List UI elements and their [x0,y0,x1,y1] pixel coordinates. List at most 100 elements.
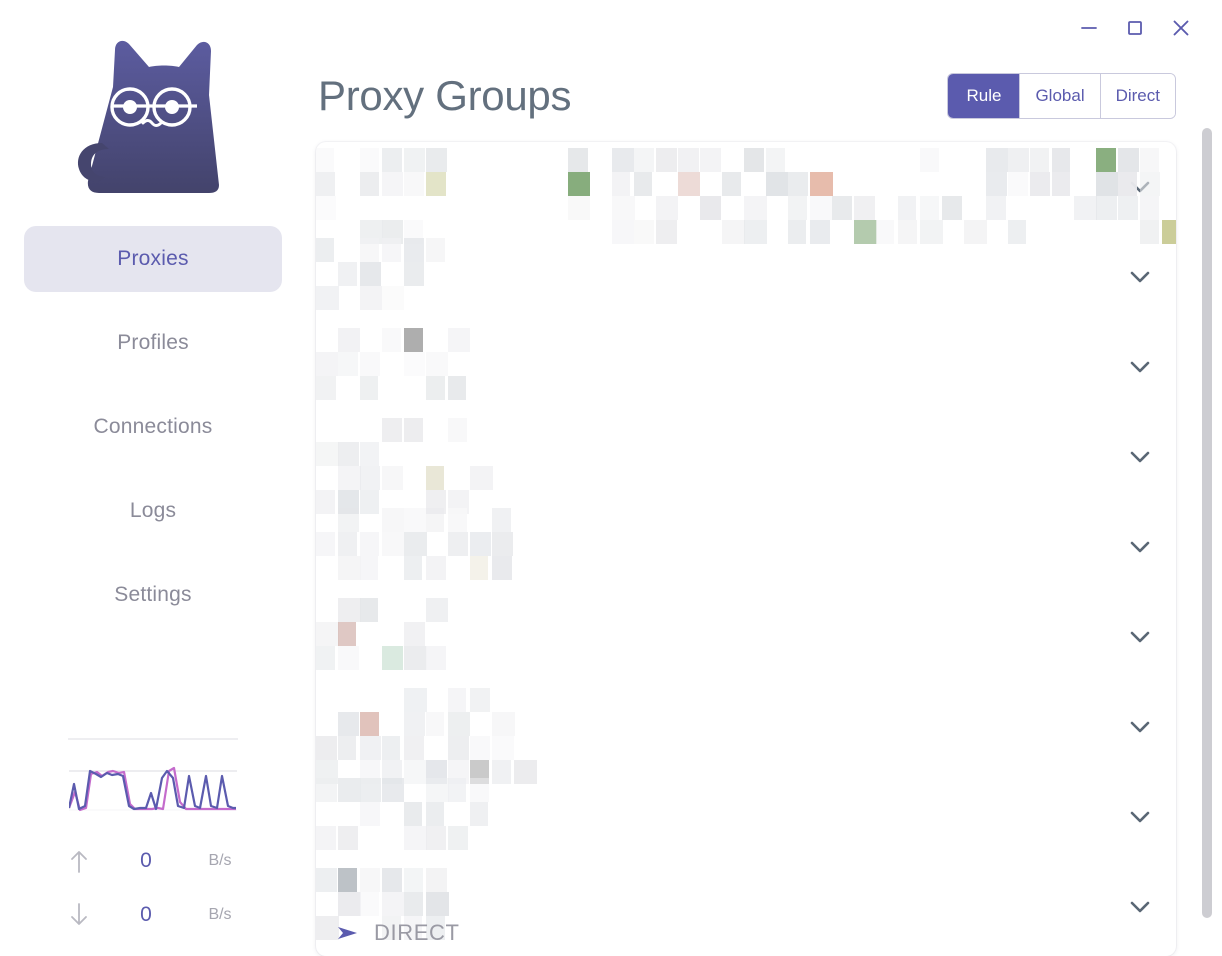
scrollbar-track[interactable] [1202,128,1212,926]
minimize-button[interactable] [1066,8,1112,48]
redaction-block [404,802,422,826]
redaction-block [360,736,381,760]
proxy-group-redacted-content [316,412,1104,514]
redaction-block [404,352,425,376]
proxy-group-row[interactable] [316,502,1176,592]
redaction-block [338,328,360,352]
redaction-block [316,826,336,850]
redaction-block [1096,148,1116,172]
proxy-group-row[interactable] [316,322,1176,412]
direct-node-row[interactable]: DIRECT [336,920,460,946]
proxy-group-redacted-content [316,232,1104,322]
close-icon [1173,20,1189,36]
redaction-block [612,148,634,172]
chevron-down-icon[interactable] [1104,622,1176,652]
redaction-block [470,556,488,580]
sidebar-item-logs[interactable]: Logs [24,478,282,544]
redaction-block [426,778,449,802]
chevron-down-icon[interactable] [1104,532,1176,562]
proxy-group-row[interactable] [316,592,1176,682]
redaction-block [360,490,379,514]
redaction-block [316,148,334,172]
redaction-block [404,760,426,784]
redaction-block [470,802,488,826]
redaction-block [810,172,833,196]
redaction-block [404,148,425,172]
redaction-block [810,220,830,244]
proxy-group-row[interactable]: DIRECT [316,862,1176,952]
redaction-block [854,196,875,220]
redaction-block [316,286,339,310]
window-titlebar [306,0,1222,56]
redaction-block [404,238,424,262]
redaction-block [700,148,721,172]
proxy-groups-list[interactable]: DIRECT [316,142,1176,956]
redaction-block [338,508,359,532]
sidebar-item-profiles[interactable]: Profiles [24,310,282,376]
sidebar-item-settings[interactable]: Settings [24,562,282,628]
redaction-block [426,556,446,580]
redaction-block [1030,172,1050,196]
sidebar-item-proxies[interactable]: Proxies [24,226,282,292]
proxy-group-row[interactable] [316,772,1176,862]
redaction-block [766,172,788,196]
redaction-block [426,466,444,490]
chevron-down-icon[interactable] [1104,802,1176,832]
redaction-block [404,736,424,760]
redaction-block [448,688,466,712]
redaction-block [382,916,401,940]
redaction-block [426,892,449,916]
arrow-up-icon [53,848,105,874]
chevron-down-icon[interactable] [1104,442,1176,472]
redaction-block [1074,196,1097,220]
redaction-block [382,892,404,916]
redaction-block [1096,172,1118,196]
redaction-block [854,220,877,244]
redaction-block [492,736,514,760]
redaction-block [1052,172,1070,196]
mode-button-global[interactable]: Global [1020,74,1101,118]
close-button[interactable] [1158,8,1204,48]
redaction-block [382,646,403,670]
chevron-down-icon[interactable] [1104,352,1176,382]
redaction-block [568,196,590,220]
redaction-block [788,172,808,196]
redaction-block [744,220,767,244]
chevron-down-icon[interactable] [1104,892,1176,922]
redaction-block [678,148,699,172]
proxy-group-row[interactable] [316,412,1176,514]
upload-unit: B/s [208,852,232,869]
redaction-block [448,418,467,442]
redaction-block [338,442,359,466]
download-series [69,769,236,811]
redaction-block [744,196,767,220]
proxy-group-row[interactable] [316,232,1176,322]
traffic-chart-svg [69,766,237,812]
mode-button-direct[interactable]: Direct [1100,74,1175,118]
chevron-down-icon[interactable] [1104,712,1176,742]
redaction-block [426,508,444,532]
proxy-group-redacted-content [316,502,1104,592]
redaction-block [382,286,404,310]
proxy-group-row[interactable] [316,682,1176,784]
scrollbar-thumb[interactable] [1202,128,1212,918]
mode-switch-group: Rule Global Direct [947,73,1176,119]
redaction-block [316,532,335,556]
redaction-block [360,712,379,736]
redaction-block [338,736,356,760]
maximize-button[interactable] [1112,8,1158,48]
redaction-block [404,688,427,712]
arrow-down-icon [53,902,105,928]
proxy-group-redacted-content: DIRECT [316,862,1104,952]
mode-button-rule[interactable]: Rule [948,74,1021,118]
redaction-block [316,646,335,670]
redaction-block [360,532,379,556]
redaction-block [678,172,700,196]
redaction-block [338,352,358,376]
app-logo [48,22,258,222]
proxy-group-row[interactable] [316,142,1176,244]
chevron-down-icon[interactable] [1104,262,1176,292]
redaction-block [1140,172,1160,196]
sidebar-item-connections[interactable]: Connections [24,394,282,460]
redaction-block [338,466,361,490]
